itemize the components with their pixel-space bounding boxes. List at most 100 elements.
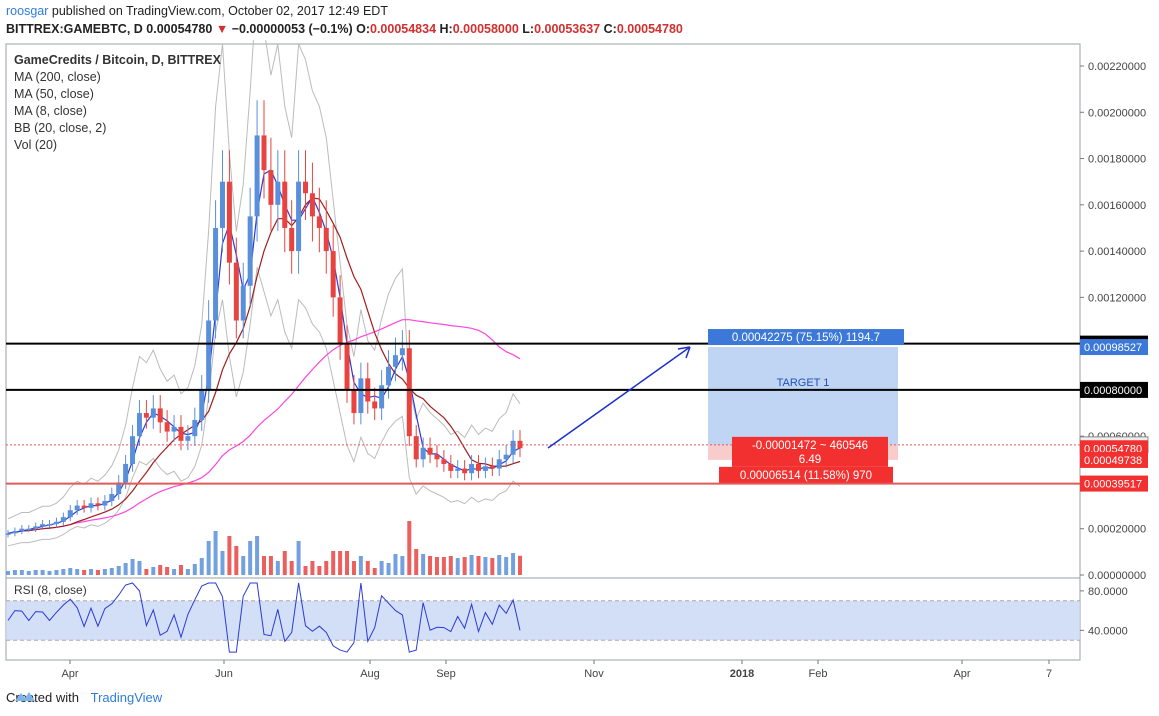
volume-bar [469, 555, 474, 575]
candle-body [40, 524, 46, 527]
volume-bar [441, 557, 446, 575]
candle-body [392, 355, 398, 367]
candle-body [88, 503, 94, 508]
y-tick-label: 0.00220000 [1088, 61, 1146, 73]
close-label: C: [603, 22, 617, 36]
candle-body [489, 466, 495, 469]
candle-body [178, 426, 184, 441]
projection-arrow-line [547, 346, 691, 449]
volume-bar [144, 569, 149, 575]
volume-bar [275, 561, 280, 575]
volume-bar [248, 541, 253, 575]
price-axis-label: 0.00098527 [1084, 342, 1142, 354]
candle-body [379, 385, 385, 409]
candle-body [303, 181, 309, 194]
candle-body [351, 389, 357, 414]
volume-bar [178, 565, 183, 575]
publish-line: roosgar published on TradingView.com, Oc… [6, 4, 388, 18]
ma8-line [7, 169, 521, 534]
chart-area[interactable]: 0.00220000 0.00200000 0.00180000 0.00160000… [0, 40, 1159, 682]
volume-bar [345, 551, 350, 575]
volume-bar [137, 561, 142, 575]
footer: Created with TradingView [6, 690, 162, 705]
x-tick-label: Feb [809, 668, 828, 680]
ma200-line [7, 319, 521, 534]
rsi-line [7, 582, 521, 653]
tradingview-logo-icon [15, 692, 35, 701]
candle-body [496, 459, 502, 469]
volume-bar [428, 556, 433, 575]
y-tick-label: 0.00200000 [1088, 107, 1146, 119]
candle-body [47, 524, 53, 526]
volume-bar [130, 559, 135, 575]
y-tick-label: 0.00180000 [1088, 154, 1146, 166]
candle-body [316, 216, 322, 228]
volume-bar [262, 556, 266, 575]
volume-bar [421, 554, 426, 575]
candle-body [95, 503, 101, 506]
candle-body [289, 227, 295, 252]
profit-label: 0.00042275 (75.15%) 1194.7 [732, 332, 880, 344]
legend-title: GameCredits / Bitcoin, D, BITTREX [14, 53, 222, 67]
legend-indicator: MA (200, close) [14, 70, 101, 84]
volume-bar [490, 558, 495, 575]
candle-body [482, 466, 488, 471]
volume-bar [386, 563, 391, 575]
candle-body [399, 348, 405, 356]
low-value: 0.00053637 [534, 22, 601, 36]
candle-body [261, 135, 267, 171]
candle-body [26, 528, 32, 531]
volume-bar [400, 556, 405, 575]
tradingview-brand-link[interactable]: TradingView [90, 690, 163, 705]
volume-bar [310, 561, 315, 575]
volume-bar [199, 558, 204, 575]
candle-body [226, 181, 232, 263]
candle-body [268, 170, 274, 205]
target-zone [708, 347, 898, 445]
rsi-band [6, 600, 1080, 641]
x-tick-label: Nov [584, 668, 604, 680]
volume-bar [296, 541, 301, 575]
risk-reward-ratio-label: 6.49 [799, 454, 821, 466]
level-price-label: 0.00039517 [1084, 479, 1142, 491]
risk-label: 0.00006514 (11.58%) 970 [740, 470, 872, 482]
candle-body [372, 401, 378, 409]
author-link[interactable]: roosgar [6, 4, 49, 18]
candle-body [503, 454, 509, 460]
volume-bar [116, 566, 121, 575]
volume-bar [102, 569, 107, 575]
volume-bar [282, 551, 287, 575]
volume-bar [289, 561, 294, 575]
price-chart[interactable]: 0.00220000 0.00200000 0.00180000 0.00160000… [0, 40, 1159, 682]
volume-bar [213, 531, 218, 575]
y-tick-label: 0.00000000 [1088, 570, 1146, 582]
candle-body [510, 440, 516, 455]
candle-body [206, 320, 212, 390]
x-tick-label: 7 [1046, 668, 1052, 680]
candle-body [53, 521, 59, 525]
volume-bar [462, 557, 467, 575]
legend-indicator: Vol (20) [14, 138, 57, 152]
volume-bar [455, 558, 460, 575]
candle-body [12, 531, 18, 534]
published-text: published on TradingView.com, October 02… [51, 4, 388, 18]
volume-bar [40, 570, 45, 575]
candle-body [81, 505, 87, 508]
candle-body [358, 378, 364, 414]
volume-bar [241, 556, 246, 575]
volume-bar [75, 569, 80, 575]
candle-body [233, 262, 239, 321]
candle-body [143, 413, 149, 418]
open-value: 0.00054834 [370, 22, 437, 36]
candle-body [60, 517, 66, 522]
candle-body [136, 413, 142, 437]
candle-body [102, 500, 108, 506]
volume-bar [165, 567, 170, 575]
y-tick-label: 0.00120000 [1088, 292, 1146, 304]
volume-bar [61, 569, 66, 575]
volume-bar [47, 571, 52, 575]
last-price: 0.00054780 [146, 22, 213, 36]
candle-body [116, 482, 122, 495]
volume-bar [89, 569, 94, 575]
level-price-tag [1080, 381, 1148, 398]
